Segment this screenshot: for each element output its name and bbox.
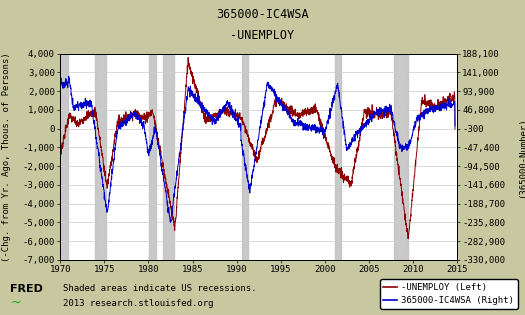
Bar bbox=[59, 54, 68, 260]
Text: (365000-Number): (365000-Number) bbox=[518, 117, 525, 198]
Bar bbox=[335, 54, 341, 260]
Text: FRED: FRED bbox=[10, 284, 43, 295]
Text: 2013 research.stlouisfed.org: 2013 research.stlouisfed.org bbox=[63, 300, 214, 308]
Text: -UNEMPLOY: -UNEMPLOY bbox=[230, 29, 295, 42]
Bar bbox=[242, 54, 248, 260]
Bar bbox=[394, 54, 408, 260]
Text: Shaded areas indicate US recessions.: Shaded areas indicate US recessions. bbox=[63, 284, 257, 293]
Text: 365000-IC4WSA: 365000-IC4WSA bbox=[216, 8, 309, 21]
Text: (-Chg. from Yr. Ago, Thous. of Persons): (-Chg. from Yr. Ago, Thous. of Persons) bbox=[2, 53, 11, 262]
Bar bbox=[163, 54, 174, 260]
Legend: -UNEMPLOY (Left), 365000-IC4WSA (Right): -UNEMPLOY (Left), 365000-IC4WSA (Right) bbox=[380, 279, 518, 309]
Text: ~: ~ bbox=[10, 296, 21, 309]
Bar bbox=[94, 54, 106, 260]
Bar bbox=[149, 54, 155, 260]
